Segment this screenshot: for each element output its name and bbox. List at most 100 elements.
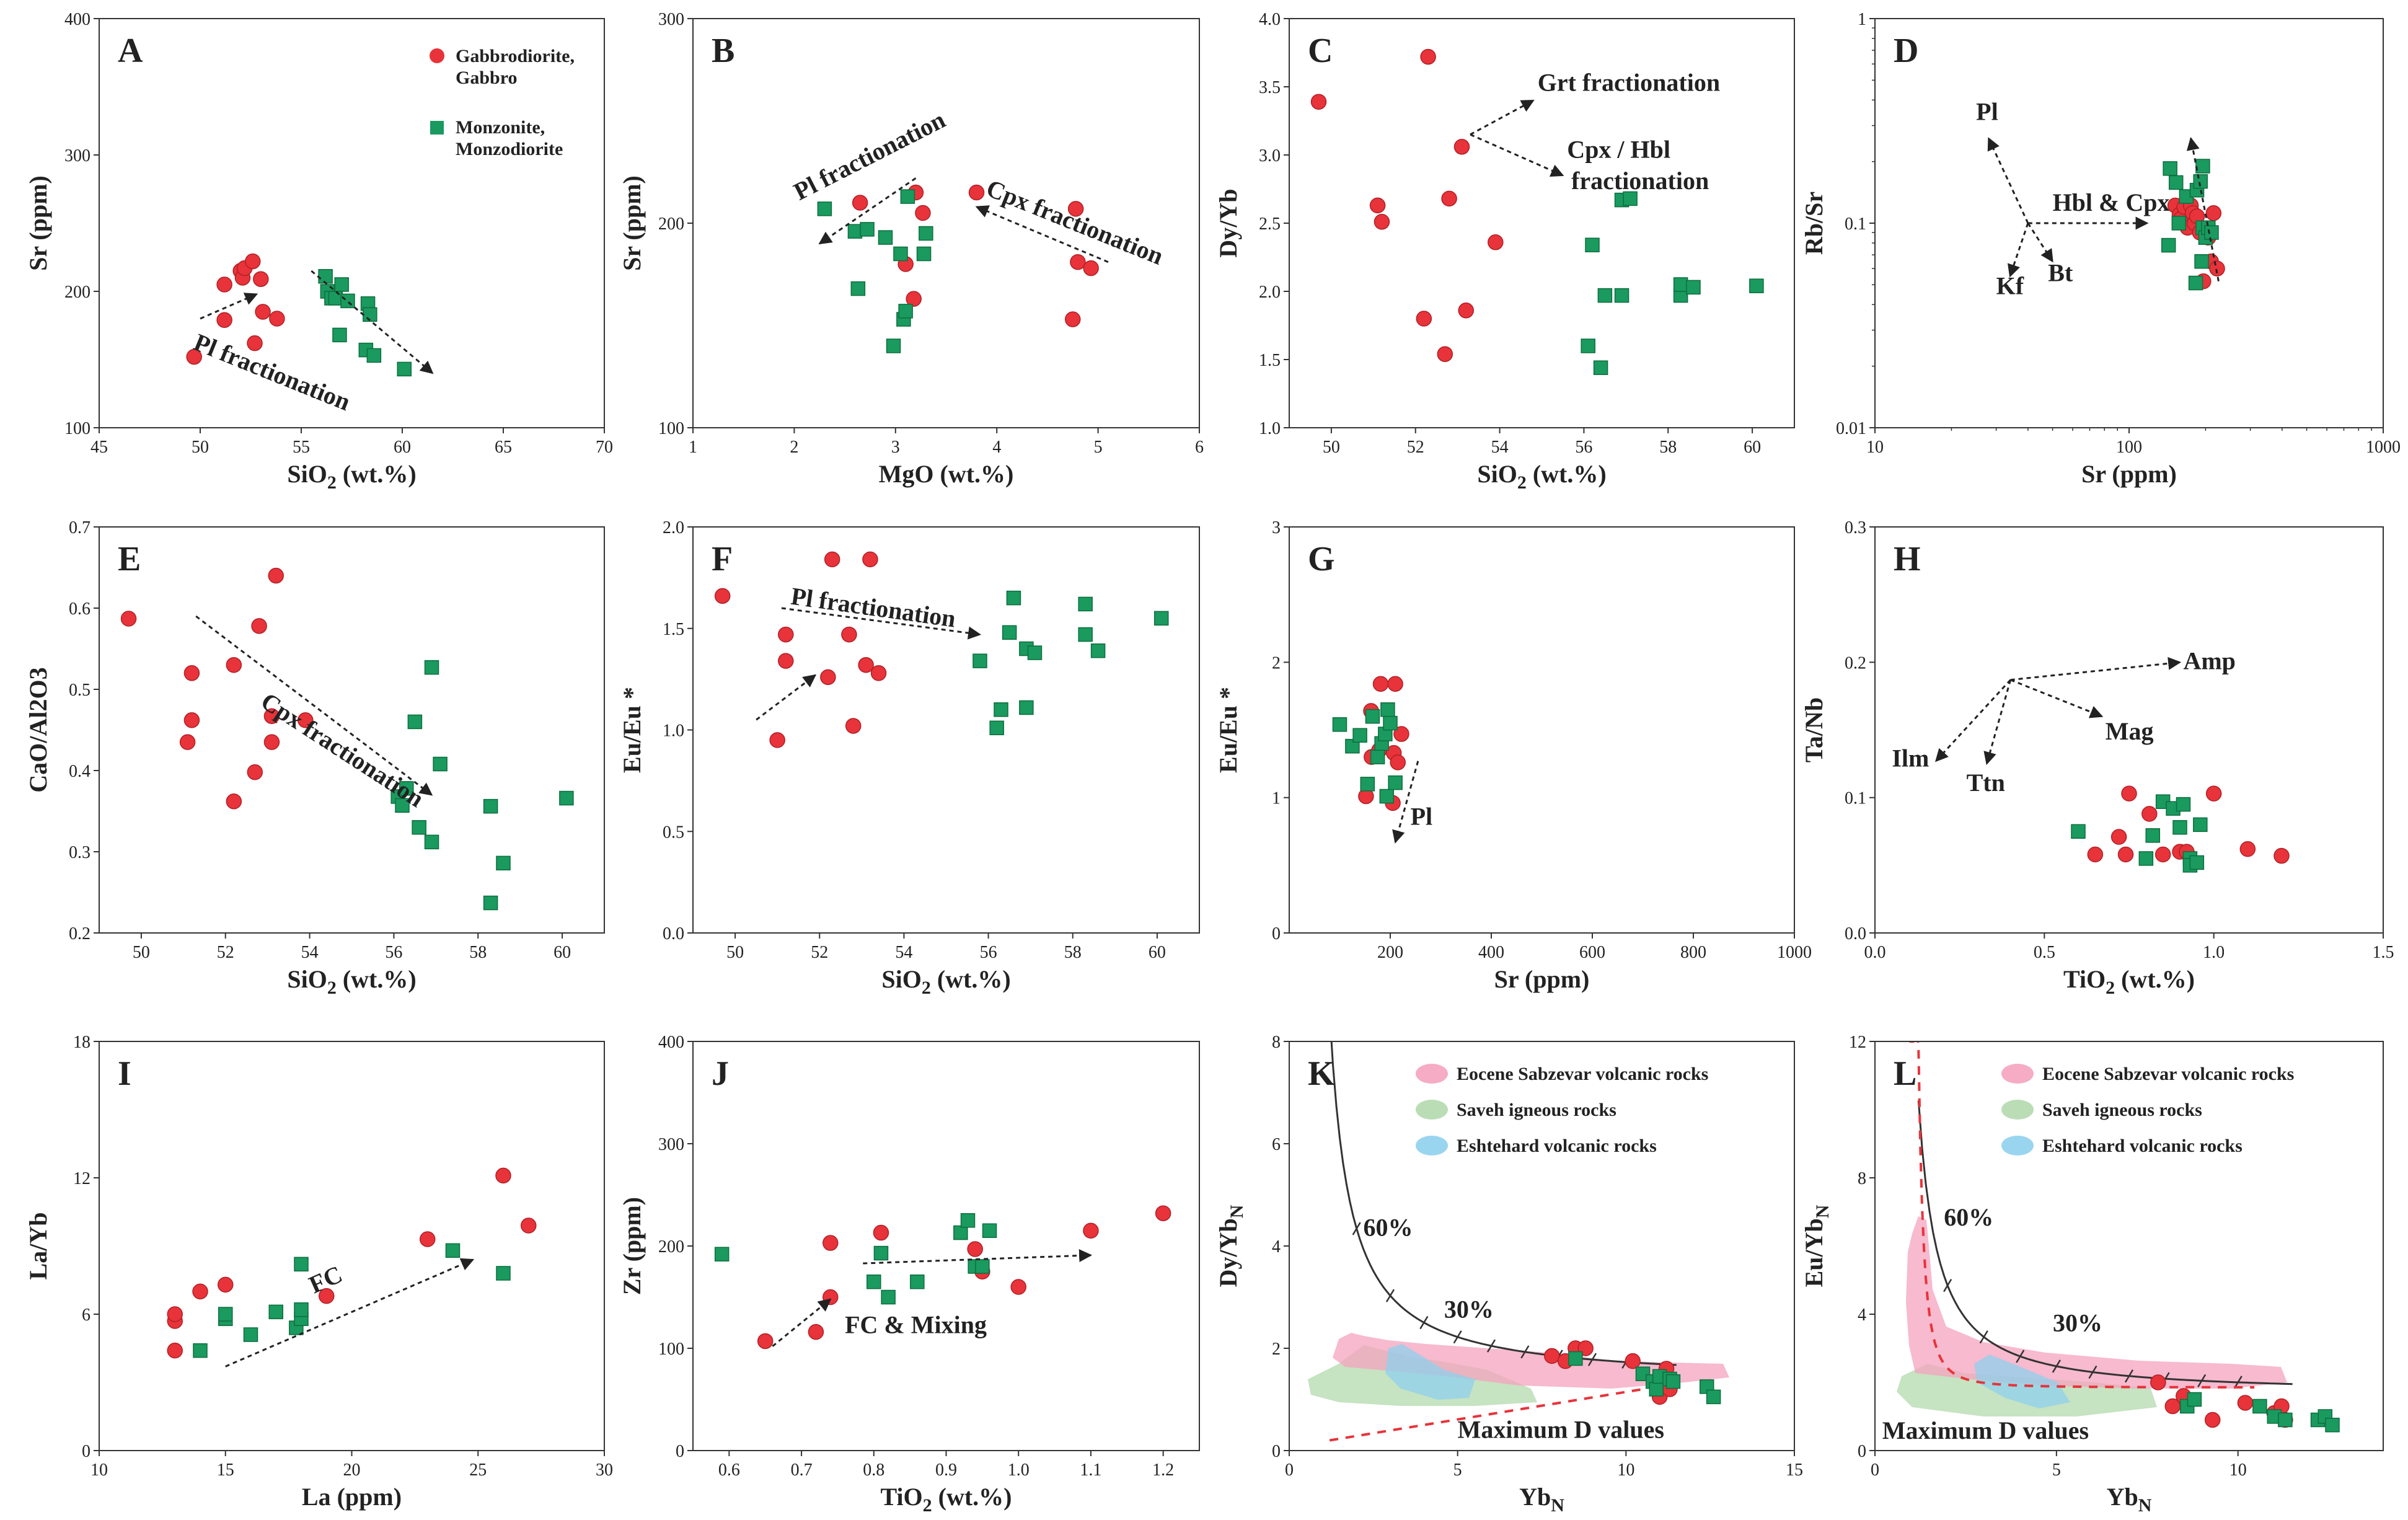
x-tick-label: 0.0 — [1864, 943, 1886, 962]
data-point-gabbro — [769, 732, 785, 748]
y-axis-label-main: Eu/Eu * — [618, 687, 646, 773]
y-tick-label: 0.2 — [1845, 653, 1866, 673]
data-point-monzonite — [886, 338, 901, 353]
panel-letter: F — [712, 540, 733, 578]
data-point-gabbro — [218, 1276, 234, 1293]
data-point-monzonite — [243, 1327, 258, 1342]
x-axis-label-tail: (wt.%) — [1527, 460, 1607, 488]
plot-frame — [1874, 1041, 2384, 1451]
plot-area — [817, 184, 1099, 353]
trend-arrow — [200, 293, 258, 320]
y-axis-label-main: Sr (ppm) — [24, 175, 52, 271]
data-point-monzonite — [2168, 175, 2184, 190]
cpx-arrow — [195, 615, 433, 796]
y-tick-label: 400 — [658, 1033, 684, 1052]
y-tick-label: 2 — [1272, 1340, 1281, 1359]
x-axis-label: SiO2 (wt.%) — [1477, 460, 1606, 493]
y-tick-label: 1.5 — [1259, 351, 1281, 370]
y-tick-label: 0.1 — [1845, 214, 1866, 234]
ilm-arrow — [1934, 679, 2011, 762]
data-point-monzonite — [989, 720, 1004, 735]
data-point-monzonite — [1078, 627, 1093, 642]
data-point-gabbro — [2121, 785, 2137, 802]
x-tick-label: 10 — [2229, 1460, 2247, 1480]
y-axis-label-main: Zr (ppm) — [618, 1197, 646, 1295]
data-point-gabbro — [845, 718, 862, 734]
data-point-gabbro — [873, 1224, 889, 1241]
annotation-text: Amp — [2183, 647, 2235, 674]
y-tick-label: 0.4 — [69, 762, 90, 781]
y-tick-label: 1.5 — [663, 620, 684, 639]
data-point-gabbro — [319, 1288, 335, 1304]
x-tick-label: 54 — [895, 943, 912, 962]
annotation-text: Ttn — [1967, 769, 2005, 797]
x-axis-label: MgO (wt.%) — [879, 460, 1014, 488]
panel-letter: H — [1894, 540, 1921, 578]
data-point-gabbro — [1374, 214, 1390, 230]
curve-tick — [1979, 1330, 1988, 1344]
x-tick-label: 54 — [1491, 438, 1509, 457]
data-point-monzonite — [424, 834, 439, 850]
annotation-text: Bt — [2048, 259, 2073, 287]
annotation-text: FC & Mixing — [845, 1310, 987, 1338]
panel-h: 0.0 0.5 1.0 1.5 0.0 0.1 0.2 0.3 TiO2 (wt.%) Ta/Nb… — [1800, 518, 2394, 998]
x-axis-label-sub: N — [1551, 1495, 1564, 1516]
y-tick-label: 0 — [1272, 1442, 1281, 1461]
y-axis-label: Ta/Nb — [1800, 697, 1828, 762]
x-tick-label: 4 — [992, 438, 1001, 457]
x-tick-label: 5 — [1453, 1460, 1462, 1480]
data-point-gabbro — [870, 665, 887, 681]
data-point-gabbro — [2154, 846, 2171, 863]
x-axis-label-sub: 2 — [327, 978, 337, 998]
y-tick-label: 12 — [1849, 1033, 1866, 1052]
data-point-monzonite — [982, 1223, 997, 1238]
data-point-gabbro — [823, 1235, 839, 1251]
melting-curve — [1330, 1041, 1677, 1366]
x-axis-label: SiO2 (wt.%) — [287, 460, 416, 493]
x-axis-label-main: Sr (ppm) — [2081, 460, 2177, 488]
data-point-gabbro — [120, 611, 137, 627]
bt-arrow — [2027, 223, 2053, 263]
panel-letter: B — [712, 32, 734, 70]
curve-label-30: 30% — [2053, 1309, 2102, 1337]
plot-frame — [1289, 526, 1795, 934]
legend-swatch — [1416, 1100, 1448, 1120]
data-point-gabbro — [1065, 311, 1081, 327]
data-point-monzonite — [847, 224, 863, 239]
annotation-text: Pl — [1976, 97, 1998, 125]
plot-frame — [99, 526, 605, 934]
curve-tick — [2197, 1374, 2207, 1388]
data-point-gabbro — [226, 793, 242, 810]
data-point-monzonite — [1383, 715, 1398, 731]
data-point-monzonite — [193, 1343, 208, 1358]
y-tick-label: 100 — [658, 1340, 684, 1359]
y-tick-label: 2.0 — [1259, 283, 1281, 302]
plot-area — [1308, 1041, 1729, 1442]
annotation-text: Ilm — [1892, 744, 1929, 772]
panel-f: 50 52 54 56 58 60 0.0 0.5 1.0 1.5 2.0 SiO2 (wt.%) Eu… — [618, 518, 1200, 998]
y-tick-label: 12 — [73, 1169, 90, 1188]
data-point-monzonite — [318, 269, 333, 284]
data-point-gabbro — [1458, 303, 1474, 319]
data-point-monzonite — [1581, 338, 1595, 353]
data-point-gabbro — [255, 304, 271, 320]
x-tick-label: 45 — [90, 438, 108, 457]
max-d-line — [1329, 1388, 1643, 1442]
y-tick-label: 3.5 — [1259, 78, 1281, 97]
annotation-text: Maximum D values — [1882, 1416, 2089, 1444]
amp-arrow — [2010, 656, 2182, 681]
data-point-monzonite — [1380, 702, 1395, 717]
plot-frame — [99, 1041, 605, 1451]
x-axis-label: YbN — [2107, 1483, 2152, 1516]
data-point-monzonite — [334, 277, 349, 292]
plot-area — [1332, 676, 1409, 811]
data-point-monzonite — [1345, 738, 1360, 754]
plot-area — [714, 551, 1169, 748]
y-tick-label: 0.7 — [69, 518, 90, 537]
data-point-gabbro — [1372, 676, 1389, 692]
plot-frame — [692, 526, 1200, 934]
x-tick-label: 58 — [469, 943, 487, 962]
eshtehard-field — [1385, 1344, 1475, 1400]
plot-frame — [99, 18, 605, 428]
legend-marker-circle — [430, 48, 444, 63]
